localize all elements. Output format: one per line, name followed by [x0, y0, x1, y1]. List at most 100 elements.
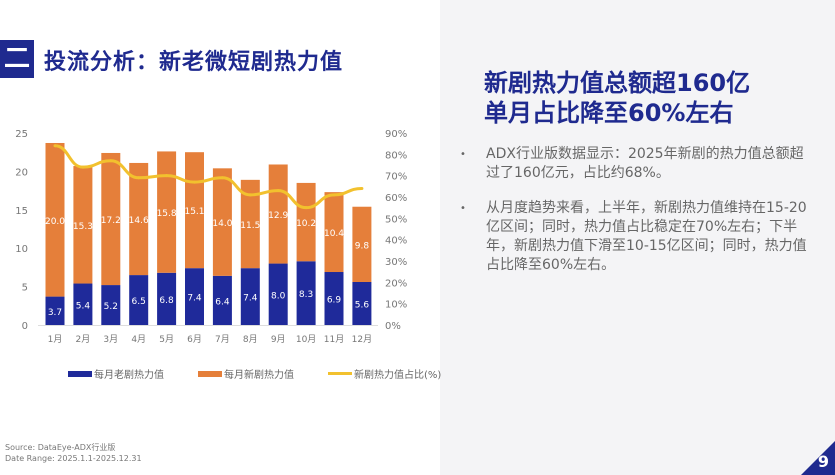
data-label-new: 15.3 — [73, 222, 93, 232]
headline: 新剧热力值总额超160亿 单月占比降至60%左右 — [484, 68, 750, 128]
y-tick-label: 10 — [15, 244, 28, 255]
bar-new — [73, 166, 93, 284]
y2-tick-label: 60% — [385, 193, 407, 204]
bar-new — [101, 152, 121, 286]
data-label-new: 15.8 — [157, 209, 177, 219]
y2-tick-label: 20% — [385, 278, 407, 289]
bar-new — [129, 162, 149, 276]
ratio-point — [220, 176, 224, 180]
source-text: Source: DataEye-ADX行业版 — [5, 443, 116, 452]
bar-new — [268, 164, 288, 264]
data-label-new: 12.9 — [268, 211, 288, 221]
x-tick-label: 9月 — [271, 334, 286, 345]
data-label-old: 5.4 — [76, 301, 91, 311]
bar-new — [352, 206, 372, 282]
data-label-new: 10.2 — [296, 219, 316, 229]
x-tick-label: 1月 — [48, 334, 63, 345]
bar-old — [73, 283, 93, 325]
bar-old — [352, 281, 372, 325]
ratio-point — [165, 174, 169, 178]
data-label-new: 9.8 — [355, 241, 370, 251]
stacked-bar-chart: 0 5 10 15 20 25 0% 10% 20% 30% 40% 50% 60% 70% 80% 90% 3… — [15, 129, 407, 345]
page-title: 投流分析：新老微短剧热力值 — [44, 50, 344, 75]
section-number: 二 — [0, 40, 34, 78]
data-label-old: 8.0 — [271, 291, 286, 301]
headline-line2: 单月占比降至60%左右 — [484, 99, 734, 127]
page-number: 9 — [817, 452, 829, 471]
source-note: Source: DataEye-ADX行业版 Date Range: 2025.… — [5, 442, 142, 464]
ratio-point — [276, 189, 280, 193]
bar-new — [296, 182, 316, 262]
legend-ratio: 新剧热力值占比(%) — [328, 366, 441, 381]
legend-new: 每月新剧热力值 — [198, 366, 294, 381]
bullet-list: • ADX行业版数据显示：2025年新剧的热力值总额超过了160亿元，占比约68%… — [460, 145, 810, 291]
data-label-old: 6.8 — [159, 296, 174, 306]
legend-label: 每月老剧热力值 — [94, 370, 164, 381]
page-corner — [801, 441, 835, 475]
data-label-new: 17.2 — [101, 216, 121, 226]
data-label-old: 6.5 — [132, 297, 146, 307]
legend-swatch-old — [68, 370, 92, 377]
ratio-point — [193, 180, 196, 184]
data-label-old: 7.4 — [187, 294, 202, 304]
x-tick-label: 5月 — [159, 334, 174, 345]
ratio-point — [81, 165, 85, 169]
y-tick-label: 20 — [15, 167, 28, 178]
ratio-point — [332, 193, 336, 197]
bar-old — [185, 268, 204, 325]
data-label-old: 6.9 — [327, 296, 342, 306]
data-label-new: 11.5 — [240, 221, 260, 231]
bar-old — [268, 263, 288, 325]
data-label-old: 8.3 — [299, 290, 313, 300]
headline-line1: 新剧热力值总额超160亿 — [484, 69, 751, 97]
data-label-new: 15.1 — [184, 207, 204, 217]
x-tick-label: 3月 — [103, 334, 118, 345]
legend-label: 每月新剧热力值 — [224, 370, 294, 381]
data-label-new: 10.4 — [324, 229, 344, 239]
bullet-text: ADX行业版数据显示：2025年新剧的热力值总额超过了160亿元，占比约68%。 — [486, 146, 804, 181]
y-tick-label: 5 — [22, 283, 28, 294]
y2-tick-label: 80% — [385, 150, 407, 161]
legend-swatch-ratio — [328, 372, 352, 375]
legend-swatch-new — [198, 370, 222, 377]
bar-old — [129, 275, 149, 325]
ratio-point — [360, 186, 364, 190]
ratio-point — [248, 193, 252, 197]
ratio-point — [109, 159, 113, 163]
x-tick-label: 11月 — [324, 334, 344, 345]
y2-tick-label: 30% — [385, 257, 407, 268]
y-tick-label: 0 — [22, 321, 28, 332]
bar-new — [157, 151, 177, 273]
chart-legend: 每月老剧热力值 每月新剧热力值 新剧热力值占比(%) — [68, 366, 441, 381]
x-tick-label: 4月 — [131, 334, 146, 345]
data-label-old: 7.4 — [243, 294, 258, 304]
summary-panel — [440, 0, 835, 475]
date-range-text: Date Range: 2025.1.1-2025.12.31 — [5, 454, 142, 463]
x-tick-label: 6月 — [187, 334, 202, 345]
bullet-item: • ADX行业版数据显示：2025年新剧的热力值总额超过了160亿元，占比约68%… — [460, 145, 810, 183]
bar-old — [324, 272, 344, 325]
bar-old — [45, 296, 65, 325]
legend-label: 新剧热力值占比(%) — [354, 370, 442, 381]
bullet-item: • 从月度趋势来看，上半年，新剧热力值维持在15-20亿区间；同时，热力值占比稳定… — [460, 199, 810, 275]
x-tick-label: 12月 — [352, 334, 372, 345]
x-tick-label: 8月 — [243, 334, 258, 345]
bar-new — [45, 142, 65, 297]
ratio-point — [53, 144, 57, 148]
y2-tick-label: 90% — [385, 129, 407, 140]
data-label-new: 20.0 — [45, 217, 65, 227]
bar-old — [157, 272, 177, 325]
ratio-point — [304, 206, 308, 210]
data-label-new: 14.0 — [212, 219, 232, 229]
data-label-old: 3.7 — [48, 308, 62, 318]
bullet-dot-icon: • — [460, 203, 466, 214]
y2-tick-label: 40% — [385, 236, 407, 247]
x-tick-label: 2月 — [76, 334, 91, 345]
bar-old — [101, 285, 121, 325]
y2-tick-label: 70% — [385, 172, 407, 183]
y2-tick-label: 10% — [385, 300, 407, 311]
y2-tick-label: 0% — [385, 321, 401, 332]
ratio-point — [137, 176, 141, 180]
bar-old — [296, 261, 316, 325]
y-tick-label: 15 — [15, 206, 28, 217]
